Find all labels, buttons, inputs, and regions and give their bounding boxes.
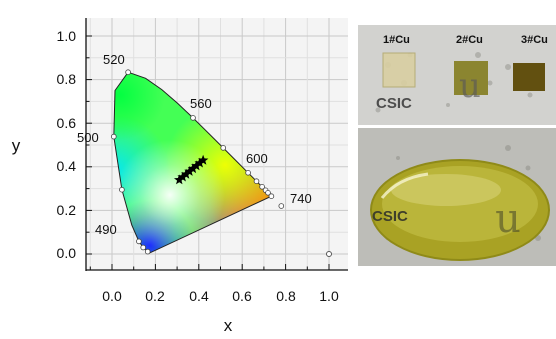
reference-point <box>326 251 332 257</box>
y-tick-label: 0.8 <box>57 71 77 87</box>
x-axis-label: x <box>224 316 233 335</box>
sample-star <box>184 166 195 176</box>
csic-logo-text: CSIC <box>376 95 412 112</box>
y-axis-label: y <box>12 136 21 155</box>
csic-logo-text-bottom: CSIC <box>372 208 408 225</box>
wavelength-marker <box>245 170 251 176</box>
y-tick-label: 0.6 <box>57 115 77 131</box>
sample-star <box>191 160 202 171</box>
axes <box>85 18 348 271</box>
sample-star <box>187 163 199 174</box>
sample-star <box>174 174 185 185</box>
wl-label-520: 520 <box>103 52 125 67</box>
sample-points <box>174 154 209 185</box>
sample-star <box>197 154 209 165</box>
wavelength-marker <box>278 203 285 209</box>
y-tick-label: 0.0 <box>57 245 77 261</box>
wl-label-560: 560 <box>190 96 212 111</box>
sample-star <box>180 168 192 179</box>
sample-films-photo: u 1#Cu 2#Cu 3#Cu CSIC <box>358 25 556 125</box>
x-tick-label: 0.4 <box>189 288 209 304</box>
wavelength-marker <box>268 193 275 200</box>
wl-label-600: 600 <box>246 151 268 166</box>
wavelength-marker <box>253 178 260 185</box>
wavelength-marker <box>125 69 131 75</box>
svg-text:u: u <box>459 66 481 106</box>
glass-disc-photo: u CSIC <box>358 128 556 266</box>
wavelength-marker <box>220 145 227 151</box>
sample-label-1: 1#Cu <box>383 34 410 46</box>
y-tick-label: 0.2 <box>57 202 77 218</box>
wl-label-500: 500 <box>77 130 99 145</box>
sample-star <box>194 157 205 168</box>
wavelength-marker <box>140 244 147 251</box>
sample-films-image: u <box>358 25 556 125</box>
x-tick-label: 0.6 <box>232 288 252 304</box>
wl-label-490: 490 <box>95 222 117 237</box>
wavelength-markers <box>111 69 285 255</box>
x-tick-label: 0.8 <box>276 288 296 304</box>
sample-label-2: 2#Cu <box>456 34 483 46</box>
wl-label-740: 740 <box>290 191 312 206</box>
sample-label-3: 3#Cu <box>521 34 548 46</box>
sample-star <box>177 171 188 182</box>
y-tick-label: 1.0 <box>57 28 77 44</box>
wavelength-marker <box>259 184 265 190</box>
x-tick-label: 0.0 <box>102 288 122 304</box>
x-tick-label: 0.2 <box>145 288 165 304</box>
glass-disc-image: u <box>358 128 556 266</box>
wavelength-marker <box>119 186 125 193</box>
wavelength-marker <box>111 133 117 140</box>
wavelength-marker <box>144 248 151 255</box>
x-tick-labels: 0.0 0.2 0.4 0.6 0.8 1.0 <box>102 288 339 304</box>
wavelength-marker <box>136 238 142 245</box>
x-tick-label: 1.0 <box>319 288 339 304</box>
svg-text:u: u <box>495 196 521 242</box>
y-tick-label: 0.4 <box>57 158 77 174</box>
wavelength-marker <box>265 190 271 196</box>
wavelength-marker <box>190 115 196 121</box>
y-tick-labels: 1.0 0.8 0.6 0.4 0.2 0.0 <box>57 28 77 261</box>
